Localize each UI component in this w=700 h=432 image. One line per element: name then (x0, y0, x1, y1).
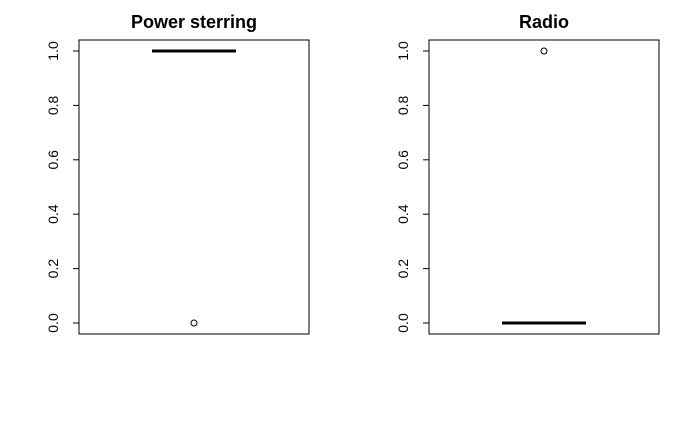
y-tick-label: 0.0 (395, 313, 411, 333)
y-tick-label: 1.0 (395, 41, 411, 61)
y-tick-label: 0.8 (395, 95, 411, 115)
y-tick-label: 1.0 (45, 41, 61, 61)
y-tick-label: 0.0 (45, 313, 61, 333)
plot-frame (428, 39, 660, 335)
plot-frame (78, 39, 310, 335)
y-tick-label: 0.6 (45, 150, 61, 170)
panel-power-steering: Power sterring 0.0 0.2 0.4 0.6 0.8 1.0 (45, 12, 310, 335)
panel-title: Radio (519, 12, 569, 32)
outlier-point (190, 319, 198, 327)
panel-radio: Radio 0.0 0.2 0.4 0.6 0.8 1.0 (395, 12, 660, 335)
y-tick-label: 0.4 (45, 204, 61, 224)
y-tick-label: 0.8 (45, 95, 61, 115)
y-tick-label: 0.6 (395, 150, 411, 170)
y-tick-label: 0.2 (45, 259, 61, 279)
y-tick-label: 0.2 (395, 259, 411, 279)
outlier-point (540, 47, 548, 55)
y-tick-label: 0.4 (395, 204, 411, 224)
panel-title: Power sterring (131, 12, 257, 32)
